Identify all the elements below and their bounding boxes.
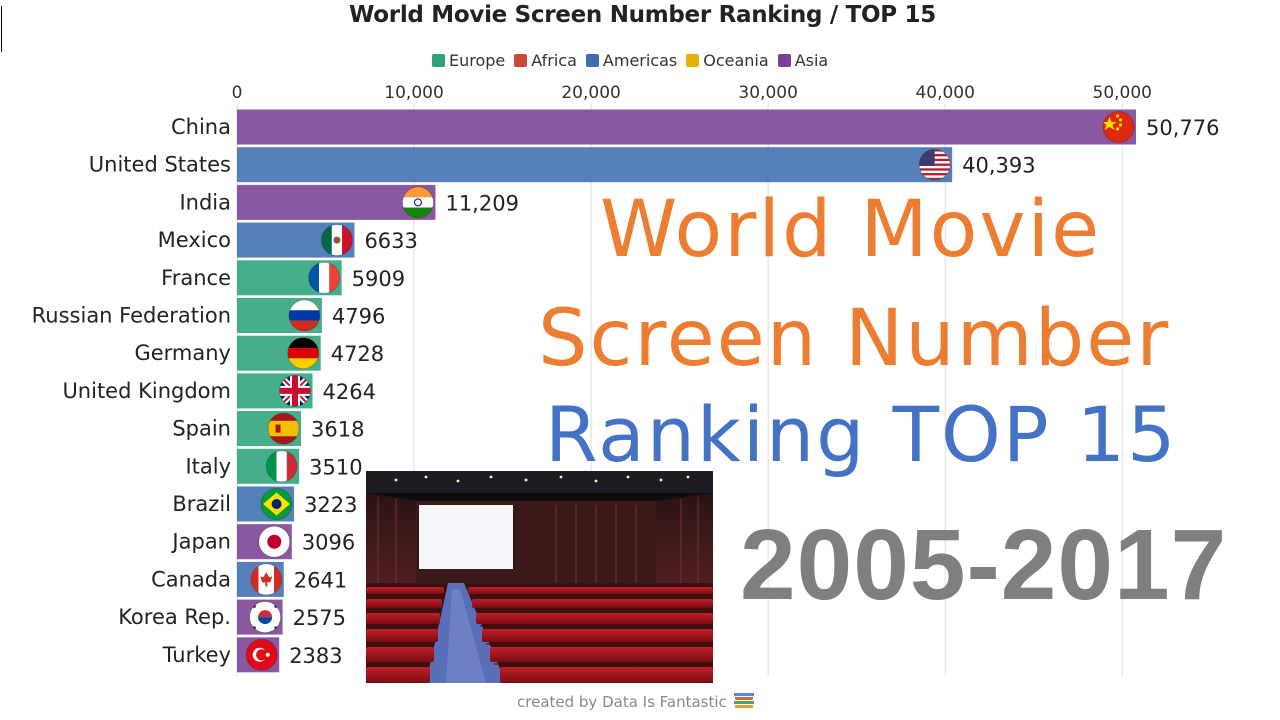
category-label: Mexico [158, 228, 231, 252]
value-label: 11,209 [445, 191, 518, 215]
legend: Europe Africa Americas Oceania Asia [432, 51, 837, 70]
value-label: 4796 [332, 305, 385, 329]
overlay-title-line-2: Screen Number [538, 294, 1171, 384]
canada-flag-icon [250, 563, 283, 596]
legend-label: Europe [449, 51, 506, 70]
russia-flag-icon [288, 299, 321, 332]
x-tick-label: 30,000 [738, 83, 797, 103]
bar [237, 147, 953, 183]
value-label: 4728 [331, 342, 384, 366]
category-label: Canada [151, 567, 231, 591]
overlay-title-line-3: Ranking TOP 15 [545, 390, 1178, 479]
category-label: Japan [170, 530, 231, 554]
overlay-years: 2005-2017 [740, 509, 1228, 621]
text-cursor [1, 6, 2, 52]
legend-swatch [686, 54, 700, 67]
germany-flag-icon [287, 337, 320, 370]
legend-item: Europe [432, 51, 505, 70]
category-label: Turkey [162, 643, 231, 667]
legend-label: Oceania [703, 51, 769, 70]
cinema-hall-photo [366, 471, 713, 683]
category-label: China [171, 115, 231, 139]
category-label: Germany [134, 341, 231, 365]
legend-item: Americas [585, 51, 678, 70]
category-label: Korea Rep. [118, 605, 231, 629]
legend-item: Africa [514, 51, 577, 70]
legend-swatch [585, 54, 599, 67]
x-tick-label: 50,000 [1093, 83, 1152, 103]
spain-flag-icon [267, 412, 300, 445]
category-label: Italy [185, 454, 231, 478]
value-label: 4264 [322, 380, 375, 404]
legend-swatch [432, 54, 445, 67]
value-label: 3510 [309, 455, 362, 479]
value-label: 40,393 [962, 154, 1035, 178]
category-label: India [179, 190, 231, 214]
china-flag-icon [1102, 111, 1135, 143]
value-label: 5909 [352, 267, 405, 291]
value-label: 2575 [293, 606, 346, 630]
turkey-flag-icon [245, 638, 278, 671]
bar [237, 184, 436, 220]
brazil-flag-icon [260, 488, 293, 520]
x-tick-label: 40,000 [915, 83, 974, 103]
usa-flag-icon [918, 148, 951, 181]
value-label: 50,776 [1146, 116, 1219, 140]
category-label: United Kingdom [62, 379, 231, 403]
x-tick-label: 0 [232, 83, 243, 103]
legend-item: Oceania [686, 51, 769, 70]
legend-item: Asia [777, 51, 829, 70]
value-label: 2641 [294, 568, 347, 592]
credit-text: created by Data Is Fantastic [517, 693, 727, 711]
value-label: 3223 [304, 493, 357, 517]
x-tick-label: 10,000 [384, 83, 443, 103]
overlay-title-line-1: World Movie [600, 185, 1102, 275]
italy-flag-icon [265, 450, 298, 483]
legend-label: Asia [794, 51, 829, 70]
chart-title: World Movie Screen Number Ranking / TOP … [349, 2, 936, 28]
legend-label: Americas [602, 51, 678, 70]
category-label: United States [89, 153, 231, 177]
value-label: 6633 [364, 229, 417, 253]
legend-label: Africa [531, 51, 577, 70]
category-label: Spain [172, 417, 231, 441]
france-flag-icon [308, 261, 341, 294]
legend-swatch [514, 54, 528, 67]
mexico-flag-icon [321, 224, 353, 257]
category-label: Brazil [172, 492, 231, 516]
value-label: 3096 [302, 531, 355, 555]
korea-flag-icon [249, 601, 281, 633]
value-label: 2383 [289, 644, 342, 668]
category-label: Russian Federation [32, 304, 231, 328]
credit: created by Data Is Fantastic [517, 691, 755, 713]
bar [237, 109, 1136, 145]
value-label: 3618 [311, 418, 364, 442]
books-icon [733, 691, 755, 713]
x-tick-label: 20,000 [561, 83, 620, 103]
category-label: France [161, 266, 231, 290]
legend-swatch [777, 54, 791, 67]
india-flag-icon [402, 186, 434, 219]
japan-flag-icon [258, 525, 291, 558]
uk-flag-icon [279, 374, 311, 407]
